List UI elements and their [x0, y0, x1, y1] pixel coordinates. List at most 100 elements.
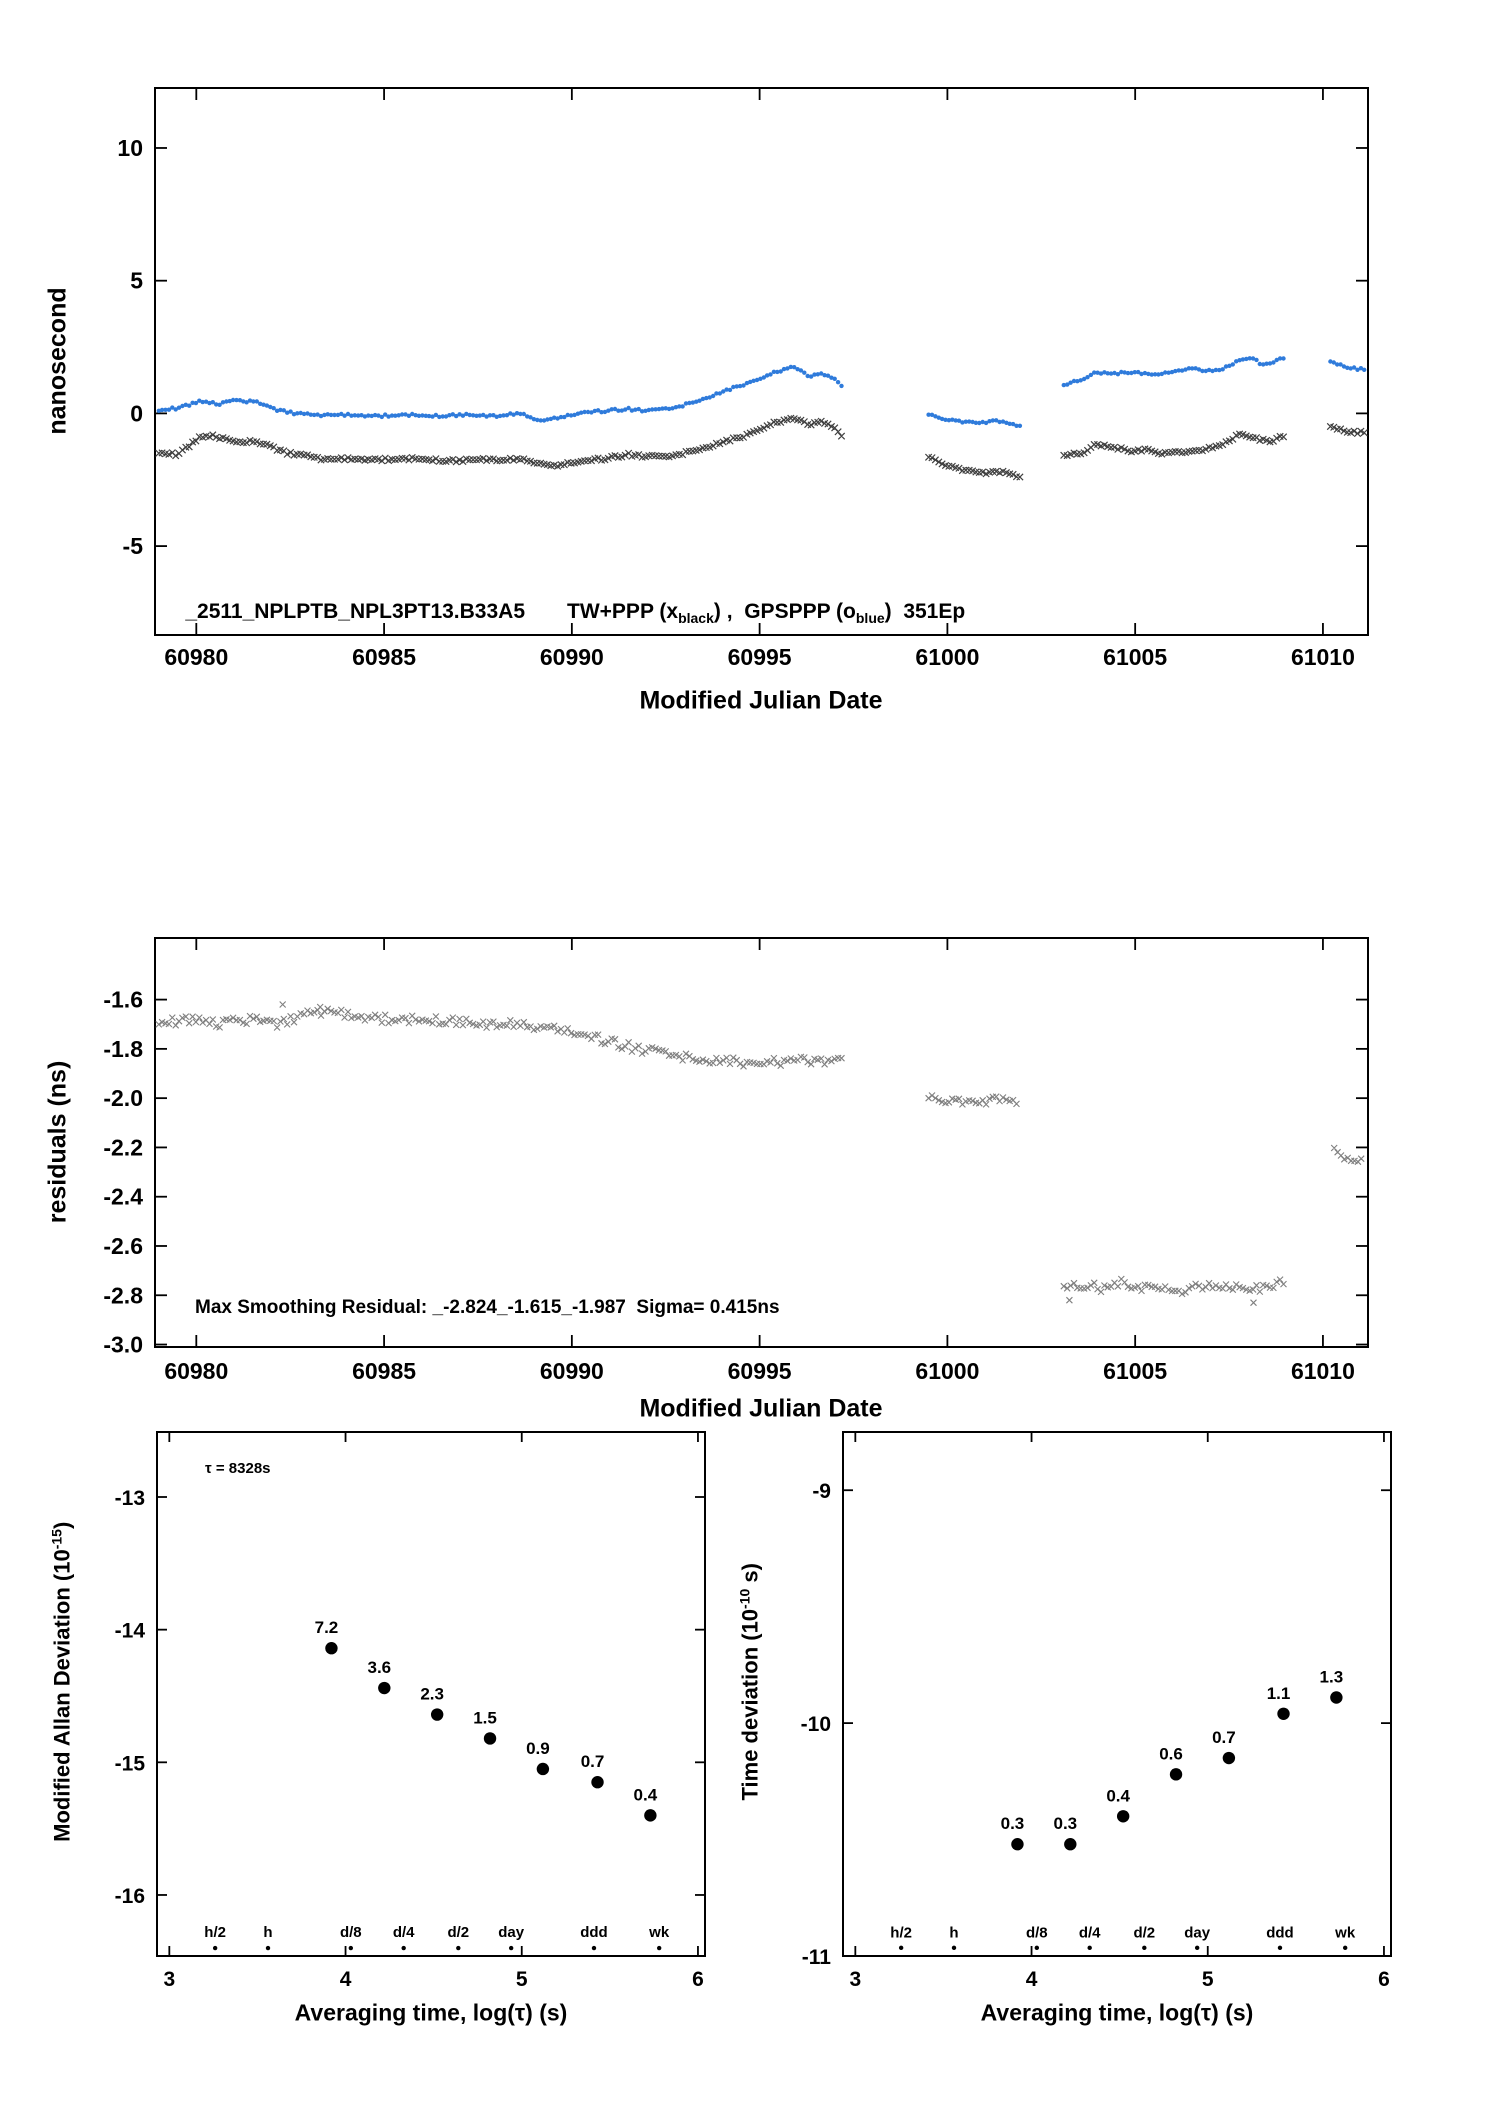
- svg-text:-10: -10: [801, 1713, 831, 1736]
- svg-text:60980: 60980: [164, 1358, 228, 1384]
- svg-text:d/4: d/4: [1079, 1925, 1101, 1942]
- deviation-points: 7.2 3.6 2.3 1.5 0.9 0.7 0.4: [315, 1618, 658, 1822]
- svg-text:61000: 61000: [915, 1358, 979, 1384]
- svg-text:60985: 60985: [352, 1358, 416, 1384]
- caption-gps-sub: blue: [855, 610, 885, 627]
- y-axis-ticks: -9 -10 -11: [801, 1480, 1391, 1969]
- svg-text:61005: 61005: [1103, 644, 1167, 670]
- y-axis-ticks: 10 5 0 -5: [117, 135, 1368, 559]
- svg-text:7.2: 7.2: [315, 1618, 339, 1637]
- svg-text:-11: -11: [802, 1946, 832, 1969]
- tdev-ylabel-exponent: -10: [736, 1588, 753, 1609]
- svg-text:6: 6: [1378, 1968, 1390, 1991]
- svg-text:day: day: [1184, 1925, 1211, 1942]
- svg-text:61010: 61010: [1291, 1358, 1355, 1384]
- caption-tw-sub: black: [678, 610, 714, 627]
- tdev-panel: 3 4 5 6-9-10-11h/2 h d/8 d/4 d/2 day ddd wk0.3 0.30…: [801, 1431, 1392, 1991]
- svg-text:61000: 61000: [915, 644, 979, 670]
- top-xlabel: Modified Julian Date: [639, 686, 883, 715]
- svg-text:-2.4: -2.4: [103, 1184, 143, 1210]
- tdev-ylabel: Time deviation (10-10 s): [710, 1563, 789, 1825]
- svg-text:6: 6: [692, 1968, 704, 1991]
- mdev-ylabel-exponent: -15: [48, 1529, 65, 1550]
- svg-text:60995: 60995: [728, 1358, 792, 1384]
- caption-mid: ) , GPSPPP (o: [713, 600, 856, 623]
- x-axis-ticks: 60980 60985 60990 60995 61000 61005 61010: [164, 88, 1355, 670]
- svg-text:0.4: 0.4: [634, 1785, 658, 1804]
- svg-text:61005: 61005: [1103, 1358, 1167, 1384]
- tau-marks: h/2 h d/8 d/4 d/2 day ddd wk: [204, 1924, 670, 1951]
- svg-text:10: 10: [117, 135, 143, 161]
- svg-text:d/2: d/2: [447, 1924, 469, 1941]
- tdev-ylabel-close: s): [737, 1563, 763, 1589]
- tau-marks: h/2 h d/8 d/4 d/2 day ddd wk: [890, 1925, 1356, 1951]
- y-axis-ticks: -1.6 -1.8 -2.0 -2.2 -2.4 -2.6 -2.8 -3.0: [103, 987, 1368, 1358]
- svg-text:-2.8: -2.8: [103, 1282, 143, 1308]
- mdev-ylabel: Modified Allan Deviation (10-15): [22, 1522, 101, 1867]
- svg-text:wk: wk: [1334, 1925, 1356, 1942]
- mdev-ylabel-close: ): [49, 1521, 75, 1530]
- svg-text:0.4: 0.4: [1106, 1786, 1130, 1805]
- mdev-panel: 3 4 5 6 -13 -14 -15 -16 h/2 h d/8 d/4 d/2 day ddd wk 7.2…: [115, 1431, 706, 1991]
- deviation-points: 0.3 0.3 0.4 0.6 0.7 1.1 1.3: [1001, 1667, 1344, 1851]
- tau-annotation: τ = 8328s: [205, 1460, 271, 1477]
- svg-text:5: 5: [516, 1968, 528, 1991]
- svg-text:d/2: d/2: [1133, 1925, 1155, 1942]
- svg-text:4: 4: [1026, 1968, 1038, 1991]
- svg-text:d/8: d/8: [340, 1924, 362, 1941]
- axes: 3 4 5 6 -9 -10 -11: [801, 1431, 1392, 1991]
- svg-text:1.1: 1.1: [1267, 1684, 1291, 1703]
- residual-outliers: [279, 1001, 1257, 1307]
- svg-text:wk: wk: [648, 1924, 670, 1941]
- svg-text:0.7: 0.7: [581, 1752, 605, 1771]
- svg-text:-2.2: -2.2: [103, 1134, 143, 1160]
- svg-text:3: 3: [163, 1968, 175, 1991]
- svg-text:-14: -14: [115, 1620, 146, 1643]
- series-residuals: [155, 1001, 1365, 1307]
- svg-text:-1.8: -1.8: [103, 1036, 143, 1062]
- caption-link-id: _2511_NPLPTB_NPL3PT13.B33A5: [185, 600, 526, 623]
- svg-text:d/4: d/4: [393, 1924, 415, 1941]
- residual-ylabel: residuals (ns): [43, 1060, 72, 1224]
- svg-text:-9: -9: [812, 1480, 831, 1503]
- x-axis-ticks: 3 4 5 6: [849, 1432, 1390, 1991]
- svg-text:2.3: 2.3: [420, 1685, 444, 1704]
- svg-text:-2.6: -2.6: [103, 1233, 143, 1259]
- svg-text:60985: 60985: [352, 644, 416, 670]
- y-axis-ticks: -13 -14 -15 -16: [115, 1487, 705, 1908]
- svg-text:0.7: 0.7: [1212, 1728, 1236, 1747]
- svg-text:h/2: h/2: [204, 1924, 226, 1941]
- svg-text:3.6: 3.6: [367, 1658, 391, 1677]
- svg-text:-16: -16: [115, 1885, 145, 1908]
- svg-text:-15: -15: [115, 1752, 146, 1775]
- svg-text:-5: -5: [123, 533, 144, 559]
- top-ylabel: nanosecond: [43, 287, 72, 435]
- axes: 3 4 5 6 -13 -14 -15 -16: [115, 1431, 706, 1991]
- svg-text:4: 4: [340, 1968, 352, 1991]
- tdev-xlabel: Averaging time, log(τ) (s): [980, 1999, 1254, 2026]
- svg-text:h/2: h/2: [890, 1925, 912, 1942]
- axes: 60980 60985 60990 60995 61000 61005 61010 10 5 0 -…: [117, 87, 1369, 670]
- svg-text:h: h: [263, 1924, 272, 1941]
- mdev-xlabel: Averaging time, log(τ) (s): [294, 1999, 568, 2026]
- svg-text:-1.6: -1.6: [103, 987, 143, 1013]
- caption-suffix: ) 351Ep: [884, 600, 966, 623]
- svg-text:60990: 60990: [540, 644, 604, 670]
- top-panel: 60980 60985 60990 60995 61000 61005 61010 10 5 0 -…: [117, 87, 1369, 670]
- svg-text:-13: -13: [115, 1487, 145, 1510]
- mdev-ylabel-text: Modified Allan Deviation (10: [49, 1549, 75, 1842]
- residual-panel: 60980 60985 60990 60995 61000 61005 61010 -1.6 -…: [103, 937, 1369, 1384]
- svg-text:0.3: 0.3: [1001, 1814, 1025, 1833]
- svg-text:1.3: 1.3: [1320, 1667, 1344, 1686]
- caption-tw-label: TW+PPP (x: [567, 600, 679, 623]
- svg-text:3: 3: [849, 1968, 861, 1991]
- svg-text:h: h: [949, 1925, 958, 1942]
- series-tw-ppp-black: [155, 414, 1368, 481]
- x-axis-ticks: 60980 60985 60990 60995 61000 61005 61010: [164, 938, 1355, 1384]
- x-axis-ticks: 3 4 5 6: [163, 1432, 704, 1991]
- axes: 60980 60985 60990 60995 61000 61005 61010 -1.6 -…: [103, 937, 1369, 1384]
- svg-text:60990: 60990: [540, 1358, 604, 1384]
- svg-text:60995: 60995: [728, 644, 792, 670]
